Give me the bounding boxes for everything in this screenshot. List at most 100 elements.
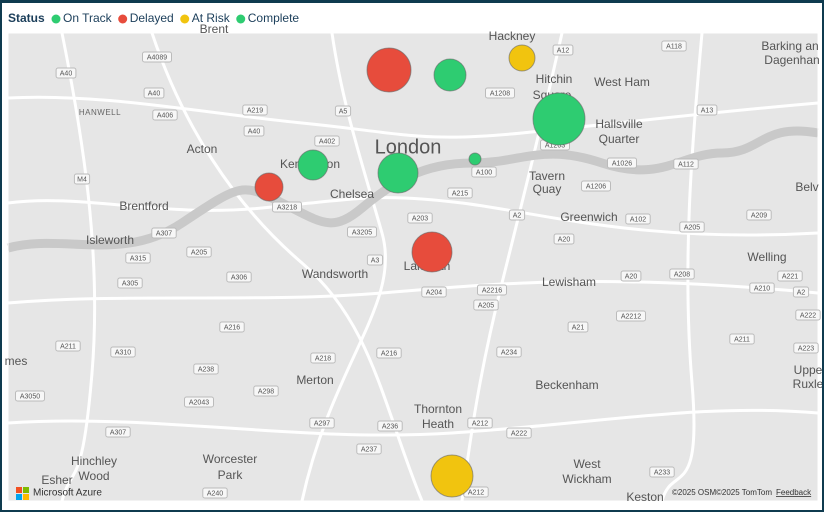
road-shield <box>792 286 810 298</box>
status-bubble[interactable] <box>411 231 453 273</box>
road-shield <box>679 221 705 233</box>
road-label: A4089 <box>147 54 167 61</box>
status-bubble[interactable] <box>532 92 586 146</box>
city-label: London <box>375 136 442 158</box>
place-label: Wickham <box>562 472 611 486</box>
place-label: West Ham <box>594 75 650 89</box>
road-label: A219 <box>247 107 263 114</box>
road-label: A2 <box>797 289 806 296</box>
road-shield <box>310 352 336 364</box>
road-label: A208 <box>674 271 690 278</box>
place-label: Belv <box>795 180 818 194</box>
road-shield <box>152 109 178 121</box>
legend-swatch <box>51 14 61 24</box>
road-label: A2 <box>513 212 522 219</box>
place-label: Hackney <box>489 29 536 43</box>
road-shield <box>193 363 219 375</box>
road-label: A13 <box>701 107 714 114</box>
road-label: A234 <box>501 349 517 356</box>
road-label: A315 <box>130 255 146 262</box>
road-label: A205 <box>684 224 700 231</box>
place-label: Hinchley <box>71 454 117 468</box>
road-shield <box>506 427 532 439</box>
road-label: A203 <box>412 215 428 222</box>
road-shield <box>376 347 402 359</box>
road-shield <box>55 340 81 352</box>
status-bubble[interactable] <box>366 47 412 93</box>
road-label: A3050 <box>20 393 40 400</box>
attribution-tomtom: ©2025 TomTom <box>716 488 772 497</box>
road-shield <box>253 385 279 397</box>
place-label: Park <box>218 468 244 482</box>
road-label: M4 <box>77 176 87 183</box>
legend-swatch <box>180 14 190 24</box>
road-shield <box>202 487 228 499</box>
status-bubble[interactable] <box>508 44 536 72</box>
road-shield <box>421 286 447 298</box>
place-label: Quay <box>533 182 562 196</box>
place-label: Acton <box>187 142 218 156</box>
status-bubble[interactable] <box>468 152 482 166</box>
road-label: A223 <box>798 345 814 352</box>
road-shield <box>696 104 718 116</box>
status-bubble[interactable] <box>377 152 419 194</box>
road-label: A222 <box>800 312 816 319</box>
road-label: A21 <box>572 324 585 331</box>
place-label: Beckenham <box>535 378 598 392</box>
map-canvas: London Microsoft Azure ©2025 OSM ©2025 T… <box>2 3 824 504</box>
road-label: A1026 <box>612 160 632 167</box>
road-label: A118 <box>666 43 682 50</box>
road-shield <box>143 87 165 99</box>
road-shield <box>186 246 212 258</box>
legend-swatch <box>236 14 246 24</box>
road-shield <box>673 158 699 170</box>
status-bubble[interactable] <box>254 172 284 202</box>
road-shield <box>795 309 821 321</box>
place-label: Quarter <box>599 132 640 146</box>
place-label: Ruxle <box>793 377 822 391</box>
road-label: A20 <box>558 236 571 243</box>
road-label: A2216 <box>482 287 502 294</box>
road-label: A12 <box>557 47 570 54</box>
place-label: Keston <box>626 490 663 504</box>
road-shield <box>366 254 384 266</box>
road-label: A20 <box>625 273 638 280</box>
feedback-link[interactable]: Feedback <box>776 488 812 497</box>
road-label: A406 <box>157 112 173 119</box>
map-border <box>7 32 819 502</box>
place-label: Isleworth <box>86 233 134 247</box>
status-bubble[interactable] <box>297 149 329 181</box>
road-shield <box>272 201 302 213</box>
road-shield <box>377 420 403 432</box>
road-label: A237 <box>361 446 377 453</box>
road-label: A307 <box>110 429 126 436</box>
road-shield <box>616 310 646 322</box>
road-shields: A4089 A40 A40 A406 A219 A5 A40 A402 M4 A3218 A307 A… <box>15 40 821 499</box>
place-label: Lewisham <box>542 275 596 289</box>
place-label: Chelsea <box>330 187 374 201</box>
road-label: A1206 <box>586 183 606 190</box>
road-shield <box>749 282 775 294</box>
legend-label: On Track <box>63 11 113 25</box>
road-shield <box>151 227 177 239</box>
status-bubble[interactable] <box>430 454 474 498</box>
road-shield <box>746 209 772 221</box>
place-label: Wandsworth <box>302 267 368 281</box>
road-label: A307 <box>156 230 172 237</box>
place-label: Dagenhan <box>764 53 819 67</box>
status-bubble[interactable] <box>433 58 467 92</box>
road-label: A5 <box>339 108 348 115</box>
road-label: A240 <box>207 490 223 497</box>
road-shield <box>508 209 526 221</box>
road-shield <box>793 342 819 354</box>
road-shield <box>407 212 433 224</box>
road-label: A3218 <box>277 204 297 211</box>
road-label: A221 <box>782 273 798 280</box>
road-label: A205 <box>191 249 207 256</box>
road-label: A211 <box>734 336 750 343</box>
road-shield <box>477 284 507 296</box>
road-shield <box>581 180 611 192</box>
road-shield <box>356 443 382 455</box>
road-shield <box>219 321 245 333</box>
road-label: A40 <box>248 128 261 135</box>
